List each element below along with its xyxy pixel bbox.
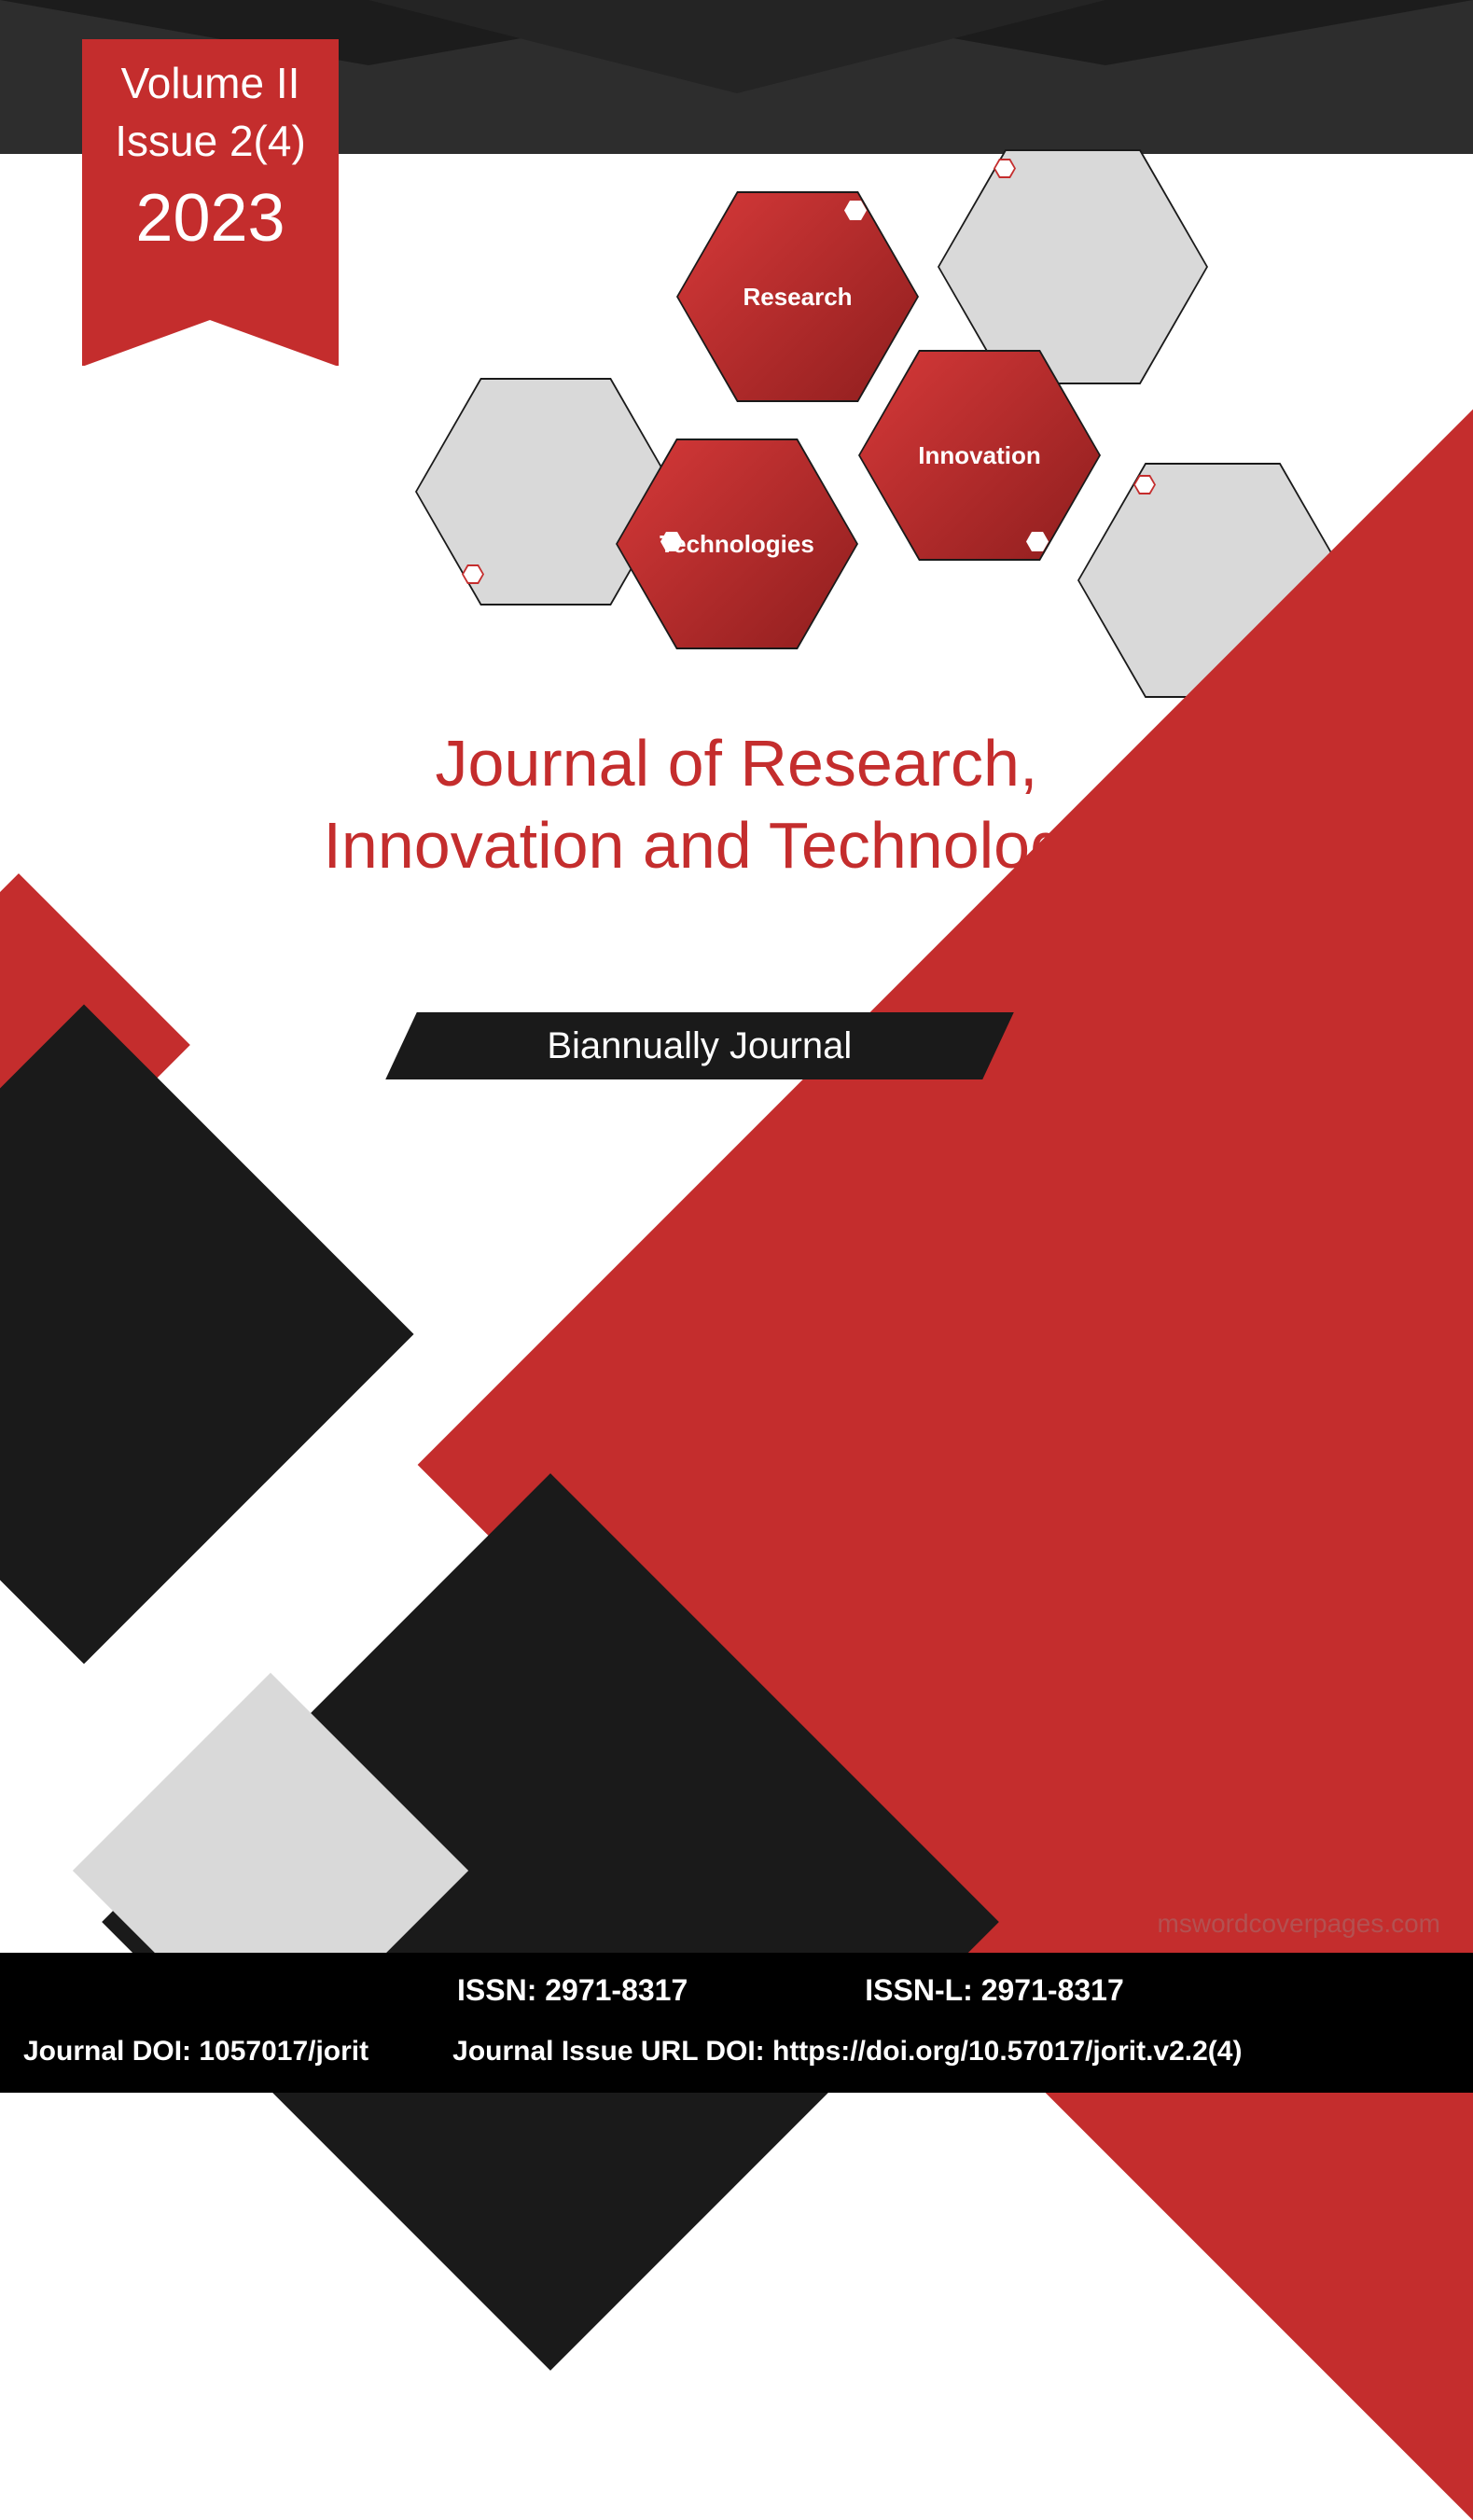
footer-issue-doi: Journal Issue URL DOI: https://doi.org/1… [452, 2036, 1242, 2068]
year-text: 2023 [82, 180, 339, 257]
issue-text: Issue 2(4) [82, 116, 339, 166]
hexagon-innovation-label: Innovation [918, 441, 1040, 470]
hexagon-technologies-label: Technologies [660, 530, 814, 559]
hexagon-research-label: Research [743, 283, 852, 312]
hexagon-technologies: Technologies [616, 439, 858, 649]
footer-issnl: ISSN-L: 2971-8317 [865, 1973, 1123, 2008]
biannual-banner: Biannually Journal [385, 1012, 1014, 1079]
watermark: mswordcoverpages.com [1158, 1909, 1440, 1939]
footer-bar: ISSN: 2971-8317 ISSN-L: 2971-8317 Journa… [0, 1953, 1473, 2093]
deco-black-left [0, 1004, 414, 1664]
biannual-text: Biannually Journal [401, 1025, 998, 1067]
footer-issn: ISSN: 2971-8317 [457, 1973, 688, 2008]
volume-text: Volume II [82, 58, 339, 108]
footer-journal-doi: Journal DOI: 1057017/jorit [23, 2036, 368, 2068]
hexagon-diagram: Research Innovation Technologies [415, 149, 1348, 709]
volume-ribbon: Volume II Issue 2(4) 2023 [82, 39, 339, 366]
hexagon-innovation: Innovation [858, 350, 1101, 561]
